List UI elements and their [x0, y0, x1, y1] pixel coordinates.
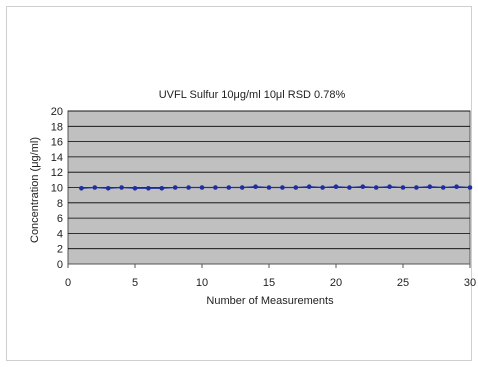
x-axis: 0 5 10 15 20 25 30 — [65, 264, 476, 289]
x-tick-label: 25 — [397, 277, 409, 289]
data-point — [373, 185, 379, 190]
data-point — [266, 185, 272, 190]
data-point — [387, 184, 392, 190]
data-point — [146, 185, 151, 191]
data-point — [119, 185, 124, 190]
data-point — [226, 185, 232, 190]
y-axis: 0 2 4 6 8 10 12 14 16 18 20 — [51, 106, 63, 271]
data-point — [253, 184, 258, 190]
x-tick-label: 15 — [263, 277, 275, 289]
x-tick-label: 5 — [132, 277, 138, 289]
data-point — [293, 185, 299, 190]
data-point — [105, 185, 111, 191]
y-tick-label: 14 — [51, 152, 63, 164]
y-axis-label: Concentration (μg/ml) — [29, 137, 41, 243]
data-point — [79, 185, 84, 191]
chart-title: UVFL Sulfur 10μg/ml 10μl RSD 0.78% — [159, 89, 346, 101]
y-tick-label: 8 — [57, 198, 63, 210]
data-point — [454, 184, 459, 190]
data-point — [213, 185, 218, 190]
data-point — [414, 185, 419, 190]
data-point — [333, 184, 339, 190]
y-tick-label: 0 — [57, 259, 63, 271]
data-point — [159, 185, 165, 191]
data-point — [132, 185, 138, 191]
y-tick-label: 2 — [57, 244, 63, 256]
y-tick-label: 10 — [51, 183, 63, 195]
data-point — [440, 185, 446, 190]
y-tick-label: 18 — [51, 121, 63, 133]
y-tick-label: 20 — [51, 106, 63, 118]
data-point — [306, 184, 312, 190]
data-point — [239, 185, 245, 190]
y-tick-label: 6 — [57, 213, 63, 225]
data-point — [280, 185, 285, 190]
data-point — [400, 185, 406, 190]
x-axis-label: Number of Measurements — [206, 295, 334, 307]
data-point — [467, 185, 473, 190]
x-tick-label: 20 — [330, 277, 342, 289]
data-point — [186, 185, 191, 190]
data-point — [427, 184, 433, 190]
data-point — [360, 184, 366, 190]
data-point — [347, 185, 352, 190]
data-point — [172, 185, 178, 190]
data-point — [199, 185, 205, 190]
x-tick-label: 10 — [196, 277, 208, 289]
y-tick-label: 16 — [51, 137, 63, 149]
y-tick-label: 12 — [51, 167, 63, 179]
series-points — [79, 184, 473, 191]
x-tick-label: 0 — [65, 277, 71, 289]
data-point — [320, 185, 325, 190]
data-point — [92, 185, 98, 190]
x-tick-label: 30 — [464, 277, 476, 289]
y-tick-label: 4 — [57, 228, 63, 240]
